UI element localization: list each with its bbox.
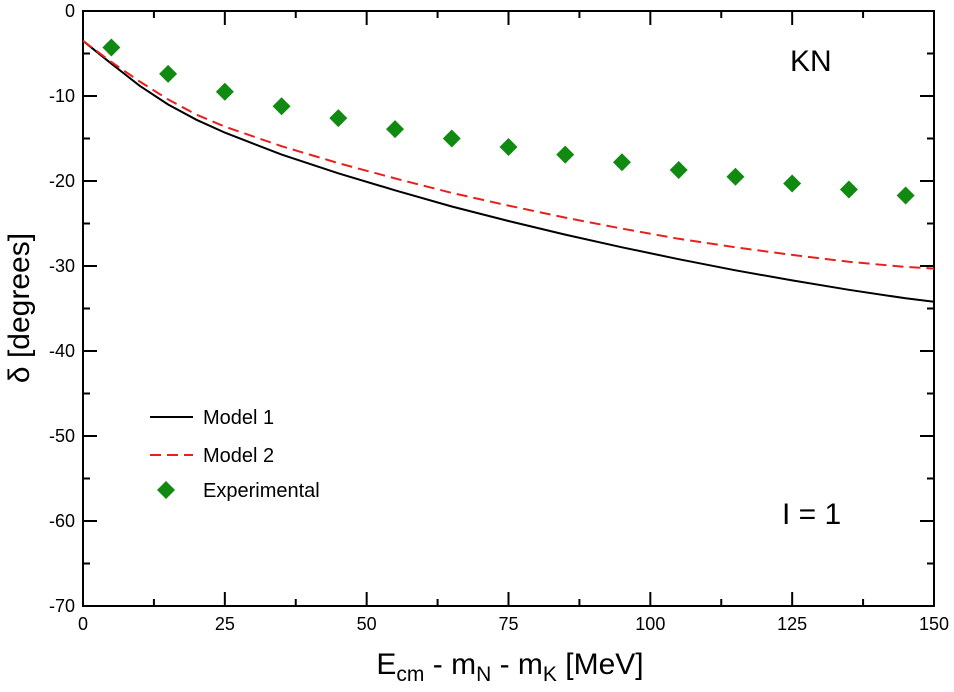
- annotation-kn: KN: [790, 45, 832, 78]
- y-tick-label: -10: [49, 86, 75, 106]
- data-point-experimental: [783, 174, 802, 193]
- data-point-experimental: [896, 186, 915, 205]
- y-axis-title: δ [degrees]: [3, 233, 36, 383]
- x-tick-label: 150: [919, 614, 949, 634]
- legend-label-experimental: Experimental: [203, 480, 320, 502]
- data-point-experimental: [499, 138, 518, 156]
- x-axis-title: Ecm - mN - mK [MeV]: [376, 648, 643, 686]
- data-point-experimental: [215, 82, 234, 101]
- data-point-experimental: [442, 129, 461, 148]
- data-point-experimental: [556, 145, 575, 164]
- x-tick-label: 75: [498, 614, 518, 634]
- legend-label-model-1: Model 1: [203, 407, 274, 429]
- legend-swatch-experimental: [157, 481, 175, 499]
- legend: Model 1 Model 2 Experimental: [150, 407, 320, 502]
- series-experimental: [102, 38, 915, 205]
- x-tick-label: 125: [777, 614, 807, 634]
- data-point-experimental: [102, 38, 121, 57]
- x-tick-label: 0: [78, 614, 88, 634]
- x-axis-title-mid1: - m: [424, 648, 476, 681]
- series-layer: [82, 38, 935, 303]
- data-point-experimental: [386, 120, 405, 139]
- series-line-model-2: [82, 39, 935, 270]
- data-point-experimental: [726, 167, 745, 186]
- y-tick-label: 0: [65, 1, 75, 21]
- data-point-experimental: [669, 160, 688, 179]
- tick-labels: 0 25 50 75 100 125 150 0 -10 -20 -30 -40 -50 -60 -70: [49, 1, 949, 634]
- y-tick-label: -20: [49, 171, 75, 191]
- data-point-experimental: [839, 180, 858, 199]
- y-tick-label: -40: [49, 341, 75, 361]
- annotation-isospin: I = 1: [782, 498, 841, 531]
- axis-ticks: [82, 10, 935, 607]
- data-point-experimental: [612, 153, 631, 172]
- y-tick-label: -50: [49, 426, 75, 446]
- series-line-model-1: [82, 40, 935, 303]
- x-axis-title-main: E: [376, 648, 396, 681]
- x-tick-label: 100: [635, 614, 665, 634]
- y-tick-label: -70: [49, 596, 75, 616]
- x-axis-title-mid2: - m: [491, 648, 543, 681]
- data-point-experimental: [159, 64, 178, 83]
- legend-label-model-2: Model 2: [203, 445, 274, 467]
- data-point-experimental: [329, 109, 348, 128]
- y-tick-label: -30: [49, 256, 75, 276]
- x-axis-title-sub-n: N: [476, 663, 491, 686]
- x-axis-title-sub-cm: cm: [396, 663, 424, 686]
- x-tick-label: 25: [215, 614, 235, 634]
- data-point-experimental: [272, 97, 291, 116]
- x-axis-title-sub-k: K: [543, 663, 557, 686]
- x-axis-title-tail: [MeV]: [557, 648, 644, 681]
- y-tick-label: -60: [49, 511, 75, 531]
- x-tick-label: 50: [357, 614, 377, 634]
